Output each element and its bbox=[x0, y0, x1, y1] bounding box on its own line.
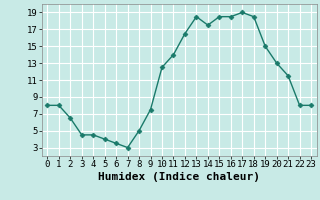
X-axis label: Humidex (Indice chaleur): Humidex (Indice chaleur) bbox=[98, 172, 260, 182]
